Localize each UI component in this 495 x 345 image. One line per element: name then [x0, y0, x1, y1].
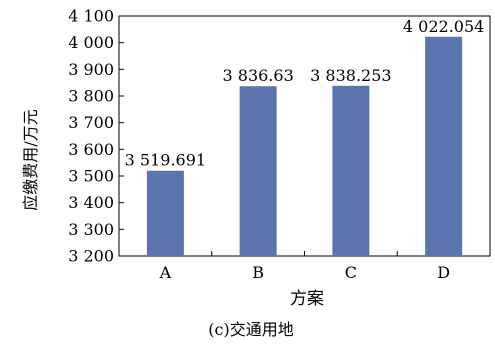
bar-value-label: 3 519.691 — [125, 151, 206, 170]
y-tick-label: 3 200 — [68, 247, 114, 266]
bar — [146, 170, 184, 256]
bars-layer — [146, 36, 463, 257]
figure-caption: (c)交通用地 — [208, 320, 293, 339]
y-tick-label: 3 700 — [68, 113, 114, 132]
y-tick-label: 3 400 — [68, 193, 114, 212]
bar-value-labels: 3 519.691 3 836.63 3 838.253 4 022.054 — [125, 17, 485, 170]
bar — [332, 85, 370, 257]
y-axis-title: 应缴费用/万元 — [21, 109, 40, 210]
y-tick-label: 3 500 — [68, 167, 114, 186]
bar-value-label: 3 836.63 — [223, 66, 294, 85]
y-tick-label: 4 100 — [68, 7, 114, 26]
x-axis-ticks: A B C D — [159, 251, 450, 282]
y-tick-label: 3 300 — [68, 220, 114, 239]
y-axis-ticks: 3 200 3 300 3 400 3 500 3 600 3 700 3 800 3 900… — [68, 7, 124, 266]
x-axis-title: 方案 — [290, 289, 324, 309]
bar-value-label: 3 838.253 — [310, 66, 391, 85]
bar — [425, 36, 463, 256]
y-tick-label: 3 900 — [68, 60, 114, 79]
y-tick-label: 3 800 — [68, 87, 114, 106]
y-tick-label: 4 000 — [68, 33, 114, 52]
x-tick-label: D — [437, 263, 450, 282]
bar — [239, 86, 277, 257]
x-tick-label: C — [345, 263, 357, 282]
x-tick-label: A — [159, 263, 172, 282]
x-tick-label: B — [252, 263, 264, 282]
y-tick-label: 3 600 — [68, 140, 114, 159]
bar-value-label: 4 022.054 — [403, 17, 484, 36]
